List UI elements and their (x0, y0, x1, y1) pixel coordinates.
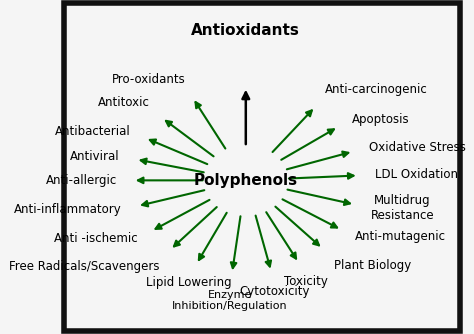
Text: Anti -ischemic: Anti -ischemic (54, 232, 137, 245)
Text: Antioxidants: Antioxidants (191, 23, 300, 38)
Text: Oxidative Stress: Oxidative Stress (369, 141, 465, 154)
Text: Antiviral: Antiviral (70, 150, 120, 163)
Text: Anti-allergic: Anti-allergic (46, 174, 117, 187)
Text: Anti-inflammatory: Anti-inflammatory (14, 203, 122, 216)
Text: Antibacterial: Antibacterial (55, 125, 131, 138)
Text: Free Radicals/Scavengers: Free Radicals/Scavengers (9, 260, 159, 273)
Text: Multidrug
Resistance: Multidrug Resistance (371, 194, 434, 222)
Text: Apoptosis: Apoptosis (352, 113, 409, 126)
Text: Cytotoxicity: Cytotoxicity (239, 285, 310, 298)
Text: Toxicity: Toxicity (284, 275, 328, 288)
Text: Anti-carcinogenic: Anti-carcinogenic (325, 83, 428, 96)
Text: Enzyme
Inhibition/Regulation: Enzyme Inhibition/Regulation (172, 290, 287, 311)
Text: Pro-oxidants: Pro-oxidants (111, 73, 185, 86)
Text: Polyphenols: Polyphenols (194, 173, 298, 188)
Text: LDL Oxidation: LDL Oxidation (375, 168, 458, 181)
Text: Anti-mutagenic: Anti-mutagenic (356, 230, 447, 243)
Text: Antitoxic: Antitoxic (98, 96, 150, 109)
Text: Lipid Lowering: Lipid Lowering (146, 277, 232, 290)
Text: Plant Biology: Plant Biology (334, 259, 411, 272)
FancyBboxPatch shape (64, 3, 460, 331)
